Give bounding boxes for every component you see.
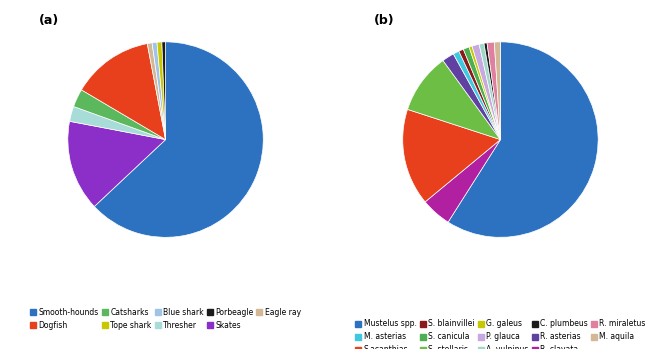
Wedge shape [69, 106, 166, 140]
Wedge shape [425, 140, 500, 222]
Legend: Mustelus spp., M. asterias, S.acanthias, S. blainvillei, S. canicula, S. stellar: Mustelus spp., M. asterias, S.acanthias,… [354, 318, 647, 349]
Wedge shape [484, 43, 500, 140]
Wedge shape [494, 42, 500, 140]
Wedge shape [464, 47, 500, 140]
Wedge shape [408, 60, 500, 140]
Wedge shape [81, 44, 166, 140]
Wedge shape [487, 42, 500, 140]
Wedge shape [459, 49, 500, 140]
Text: (b): (b) [374, 14, 394, 27]
Wedge shape [147, 43, 166, 140]
Wedge shape [479, 43, 500, 140]
Wedge shape [454, 51, 500, 140]
Wedge shape [68, 121, 166, 207]
Wedge shape [403, 109, 500, 202]
Wedge shape [74, 90, 166, 140]
Wedge shape [95, 42, 263, 237]
Wedge shape [469, 46, 500, 140]
Wedge shape [472, 44, 500, 140]
Text: (a): (a) [39, 14, 59, 27]
Wedge shape [448, 42, 598, 237]
Wedge shape [443, 54, 500, 140]
Wedge shape [152, 42, 166, 140]
Legend: Smooth-hounds, Dogfish, Catsharks, Tope shark, Blue shark, Thresher, Porbeagle, : Smooth-hounds, Dogfish, Catsharks, Tope … [29, 306, 302, 331]
Wedge shape [162, 42, 166, 140]
Wedge shape [157, 42, 166, 140]
